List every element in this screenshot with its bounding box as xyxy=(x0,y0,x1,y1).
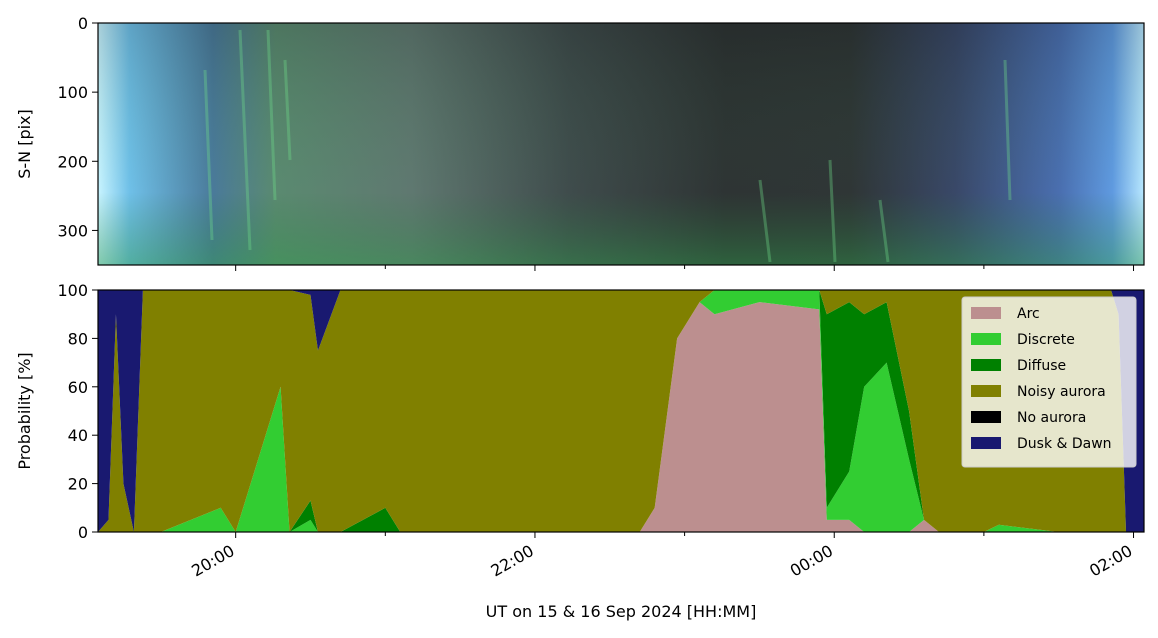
legend-swatch xyxy=(971,411,1001,423)
legend-swatch xyxy=(971,333,1001,345)
legend-label: Discrete xyxy=(1017,332,1075,348)
y-axis-label: S-N [pix] xyxy=(15,109,34,179)
y-tick-label: 100 xyxy=(57,281,88,300)
legend-swatch xyxy=(971,437,1001,449)
axes-frame xyxy=(97,22,1145,266)
y-tick-label: 0 xyxy=(78,523,88,542)
x-tick-label: 20:00 xyxy=(188,541,237,581)
legend: Arc Discrete Diffuse Noisy aurora No aurora D… xyxy=(961,296,1137,468)
y-tick-label: 60 xyxy=(68,378,88,397)
legend-box xyxy=(961,296,1137,468)
y-tick-label: 200 xyxy=(57,152,88,171)
legend-swatch xyxy=(971,307,1001,319)
x-axis-label: UT on 15 & 16 Sep 2024 [HH:MM] xyxy=(486,602,757,621)
axes-frame xyxy=(97,289,1145,533)
legend-swatch xyxy=(971,359,1001,371)
y-axis-label: Probability [%] xyxy=(15,352,34,469)
legend-swatch xyxy=(971,385,1001,397)
area xyxy=(98,290,1144,532)
legend-label: Noisy aurora xyxy=(1017,384,1106,400)
y-tick-label: 40 xyxy=(68,426,88,445)
y-tick-label: 100 xyxy=(57,83,88,102)
y-tick-label: 0 xyxy=(78,14,88,33)
x-tick-label: 02:00 xyxy=(1086,541,1135,581)
area xyxy=(98,290,1144,532)
legend-label: Arc xyxy=(1017,306,1040,322)
x-tick-label: 22:00 xyxy=(488,541,537,581)
legend-label: Diffuse xyxy=(1017,358,1066,374)
legend-label: Dusk & Dawn xyxy=(1017,436,1112,452)
legend-label: No aurora xyxy=(1017,410,1086,426)
x-tick-label: 00:00 xyxy=(787,541,836,581)
y-tick-label: 300 xyxy=(57,221,88,240)
y-tick-label: 80 xyxy=(68,329,88,348)
area xyxy=(98,290,1144,532)
keogram-image xyxy=(98,23,1144,265)
y-tick-label: 20 xyxy=(68,475,88,494)
